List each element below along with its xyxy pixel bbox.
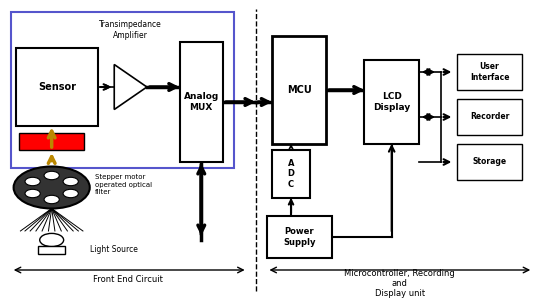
Text: Front End Circuit: Front End Circuit bbox=[93, 274, 163, 284]
Text: A
D
C: A D C bbox=[288, 159, 294, 189]
FancyBboxPatch shape bbox=[272, 36, 326, 144]
Text: MCU: MCU bbox=[287, 85, 312, 95]
Circle shape bbox=[44, 195, 59, 204]
FancyBboxPatch shape bbox=[180, 42, 223, 162]
FancyBboxPatch shape bbox=[19, 134, 84, 150]
FancyBboxPatch shape bbox=[457, 54, 522, 90]
Text: Storage: Storage bbox=[473, 158, 506, 166]
Text: Light Source: Light Source bbox=[90, 244, 138, 253]
Circle shape bbox=[25, 177, 40, 186]
Text: Transimpedance
Amplifier: Transimpedance Amplifier bbox=[99, 20, 162, 40]
Circle shape bbox=[63, 189, 78, 198]
Circle shape bbox=[40, 233, 64, 247]
Circle shape bbox=[25, 189, 40, 198]
Text: Sensor: Sensor bbox=[38, 82, 76, 92]
FancyBboxPatch shape bbox=[38, 246, 65, 253]
FancyBboxPatch shape bbox=[364, 60, 419, 144]
Text: LCD
Display: LCD Display bbox=[373, 92, 410, 112]
Text: Power
Supply: Power Supply bbox=[283, 227, 316, 247]
Circle shape bbox=[44, 171, 59, 180]
FancyBboxPatch shape bbox=[16, 48, 98, 126]
FancyBboxPatch shape bbox=[267, 216, 332, 258]
Text: Analog
MUX: Analog MUX bbox=[184, 92, 219, 112]
Text: Recorder: Recorder bbox=[470, 112, 509, 122]
Circle shape bbox=[63, 177, 78, 186]
FancyBboxPatch shape bbox=[457, 144, 522, 180]
FancyBboxPatch shape bbox=[457, 99, 522, 135]
Circle shape bbox=[14, 167, 90, 208]
Text: Microcontroller, Recording
and
Display unit: Microcontroller, Recording and Display u… bbox=[344, 268, 455, 298]
FancyBboxPatch shape bbox=[272, 150, 310, 198]
Text: Stepper motor
operated optical
filter: Stepper motor operated optical filter bbox=[95, 175, 152, 194]
Text: User
Interface: User Interface bbox=[470, 62, 509, 82]
